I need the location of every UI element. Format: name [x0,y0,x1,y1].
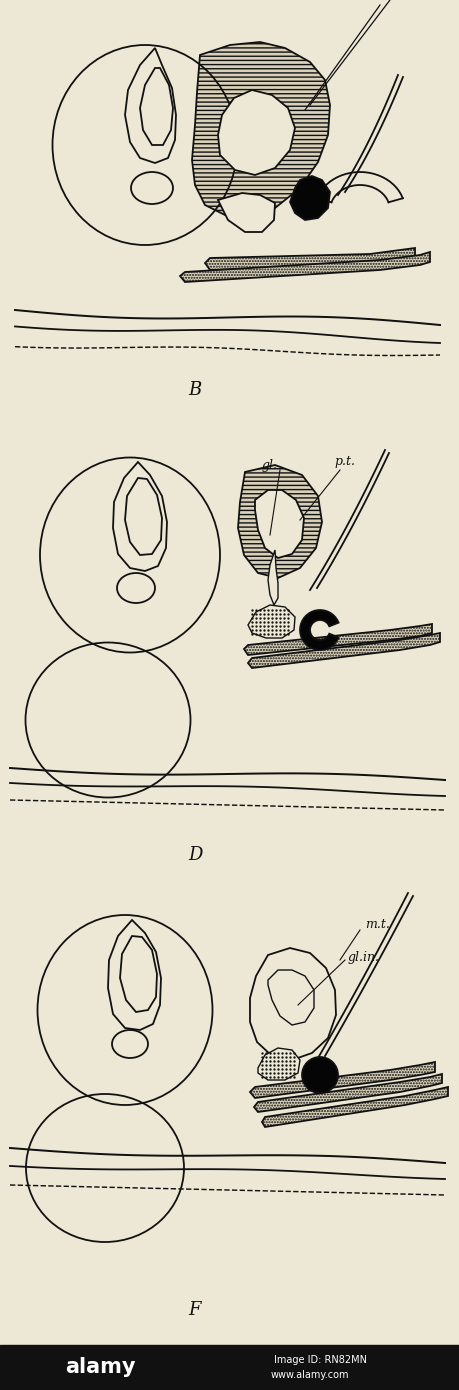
Circle shape [302,1056,338,1093]
Polygon shape [250,948,336,1061]
Text: Image ID: RN82MN: Image ID: RN82MN [274,1355,366,1365]
Polygon shape [254,1074,442,1112]
Text: B: B [188,381,202,399]
Polygon shape [268,970,314,1024]
Polygon shape [238,466,322,578]
Polygon shape [252,954,328,1055]
Polygon shape [218,193,275,232]
Polygon shape [290,177,330,220]
Circle shape [312,1066,324,1079]
Polygon shape [192,42,330,218]
Polygon shape [248,632,440,669]
Polygon shape [244,624,432,655]
Polygon shape [268,550,278,605]
Polygon shape [262,1087,448,1127]
Polygon shape [300,610,339,651]
Polygon shape [258,1048,300,1080]
Polygon shape [248,605,295,638]
Text: p.t.: p.t. [335,456,356,468]
Text: D: D [188,847,202,865]
Polygon shape [218,90,295,175]
Circle shape [304,1059,336,1091]
Polygon shape [250,1062,435,1098]
Text: gl.: gl. [262,459,278,471]
Polygon shape [255,491,304,557]
Text: gl.in.: gl.in. [348,952,380,965]
Polygon shape [205,247,415,270]
Text: F: F [189,1301,201,1319]
Text: alamy: alamy [65,1357,135,1377]
Polygon shape [180,252,430,282]
Text: m.t.: m.t. [365,919,390,931]
Text: www.alamy.com: www.alamy.com [271,1371,349,1380]
